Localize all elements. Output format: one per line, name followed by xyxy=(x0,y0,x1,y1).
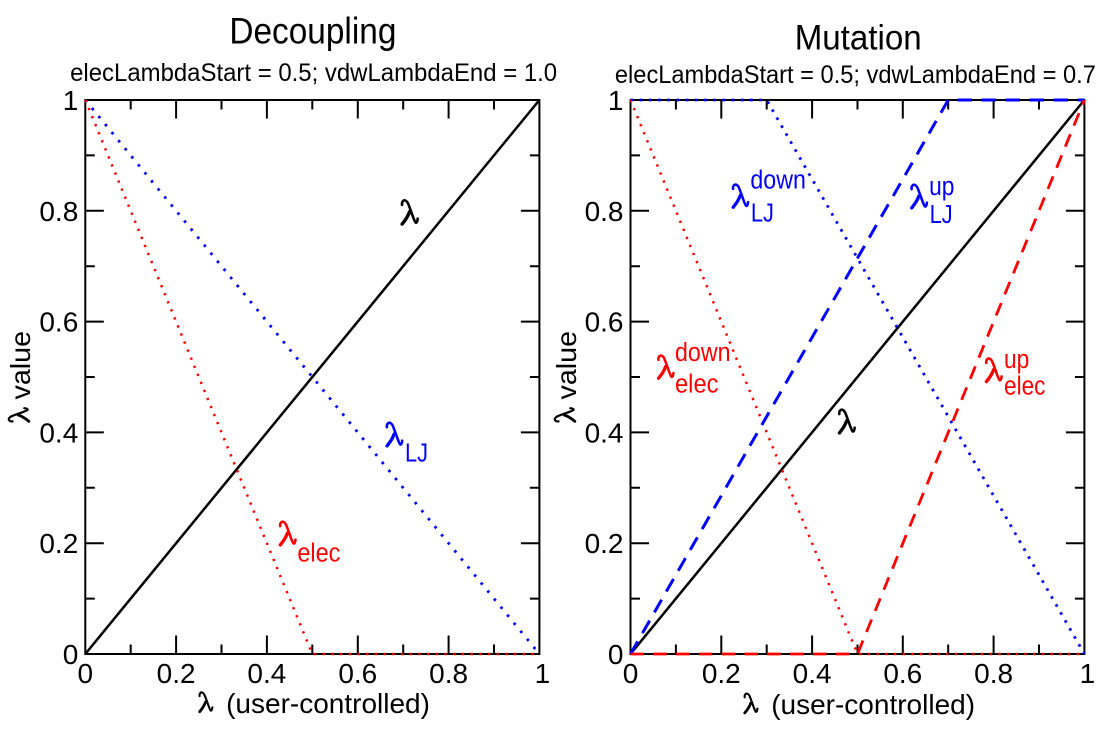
svg-text:1: 1 xyxy=(1080,658,1096,689)
svg-text:0.8: 0.8 xyxy=(974,658,1013,689)
svg-text:LJ: LJ xyxy=(751,200,774,228)
svg-text:1: 1 xyxy=(535,658,551,689)
svg-text:0.4: 0.4 xyxy=(793,658,832,689)
svg-text:0.6: 0.6 xyxy=(338,658,377,689)
svg-text:0.4: 0.4 xyxy=(39,417,78,448)
svg-text:0.2: 0.2 xyxy=(585,528,624,559)
svg-text:LJ: LJ xyxy=(930,201,953,229)
svg-text:Mutation: Mutation xyxy=(795,18,922,58)
svg-text:down: down xyxy=(675,339,731,367)
svg-text:0.6: 0.6 xyxy=(585,307,624,338)
svg-text:Decoupling: Decoupling xyxy=(229,10,396,51)
svg-text:1: 1 xyxy=(63,85,79,116)
svg-text:0: 0 xyxy=(63,639,79,670)
svg-text:up: up xyxy=(929,173,954,201)
svg-text:0.4: 0.4 xyxy=(247,658,286,689)
svg-text:(user-controlled): (user-controlled) xyxy=(226,688,430,719)
svg-text:1: 1 xyxy=(608,85,624,116)
svg-text:elec: elec xyxy=(675,371,719,399)
svg-text:0.2: 0.2 xyxy=(702,658,741,689)
svg-text:0.4: 0.4 xyxy=(585,417,624,448)
svg-text:0: 0 xyxy=(623,658,639,689)
svg-text:elecLambdaStart = 0.5; vdwLamb: elecLambdaStart = 0.5; vdwLambdaEnd = 1.… xyxy=(70,59,557,87)
svg-text:elecLambdaStart = 0.5; vdwLamb: elecLambdaStart = 0.5; vdwLambdaEnd = 0.… xyxy=(615,61,1096,89)
svg-text:0.8: 0.8 xyxy=(39,196,78,227)
svg-text:LJ: LJ xyxy=(405,440,428,468)
svg-text:0: 0 xyxy=(78,658,94,689)
svg-text:0.6: 0.6 xyxy=(883,658,922,689)
svg-text:0.2: 0.2 xyxy=(39,528,78,559)
svg-text:value: value xyxy=(5,331,36,400)
svg-text:value: value xyxy=(551,331,582,400)
svg-text:0: 0 xyxy=(608,639,624,670)
svg-text:down: down xyxy=(750,166,806,194)
svg-text:0.2: 0.2 xyxy=(157,658,196,689)
svg-text:(user-controlled): (user-controlled) xyxy=(771,689,975,720)
svg-text:up: up xyxy=(1004,346,1029,374)
svg-text:0.6: 0.6 xyxy=(39,307,78,338)
svg-text:0.8: 0.8 xyxy=(585,196,624,227)
svg-text:0.8: 0.8 xyxy=(429,658,468,689)
svg-text:elec: elec xyxy=(297,540,340,568)
svg-text:elec: elec xyxy=(1004,373,1046,401)
